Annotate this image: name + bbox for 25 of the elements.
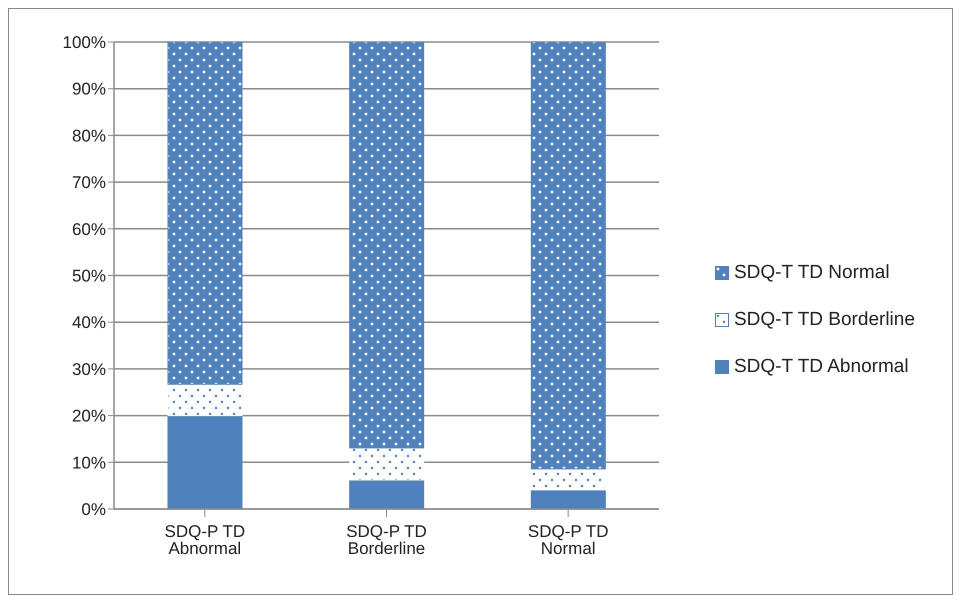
x-tick-label: SDQ-P TD Normal — [528, 522, 608, 558]
y-tick-label: 40% — [72, 313, 106, 332]
y-tick-label: 80% — [72, 126, 106, 146]
bar — [168, 42, 242, 385]
y-tick-label: 60% — [72, 220, 106, 239]
bar — [530, 42, 606, 470]
bar — [349, 480, 424, 509]
x-tick-label: SDQ-P TD Abnormal — [164, 522, 246, 558]
y-tick-label: 10% — [72, 453, 106, 472]
y-tick-label: 20% — [72, 406, 106, 426]
legend-label: SDQ-T TD Borderline — [734, 308, 915, 330]
bar — [168, 384, 242, 416]
bar — [349, 42, 424, 448]
y-tick-label: 0% — [81, 500, 106, 520]
y-tick-label: 90% — [72, 80, 106, 99]
y-tick-label: 50% — [72, 266, 106, 286]
bar — [349, 447, 424, 481]
bar — [530, 489, 606, 509]
x-tick-label: SDQ-P TD Borderline — [346, 522, 427, 558]
bar — [168, 415, 242, 509]
legend-label: SDQ-T TD Normal — [734, 262, 890, 284]
legend-label: SDQ-T TD Abnormal — [734, 356, 909, 378]
y-tick-label: 70% — [72, 173, 106, 192]
y-tick-label: 30% — [72, 360, 106, 379]
y-tick-label: 100% — [62, 33, 106, 52]
